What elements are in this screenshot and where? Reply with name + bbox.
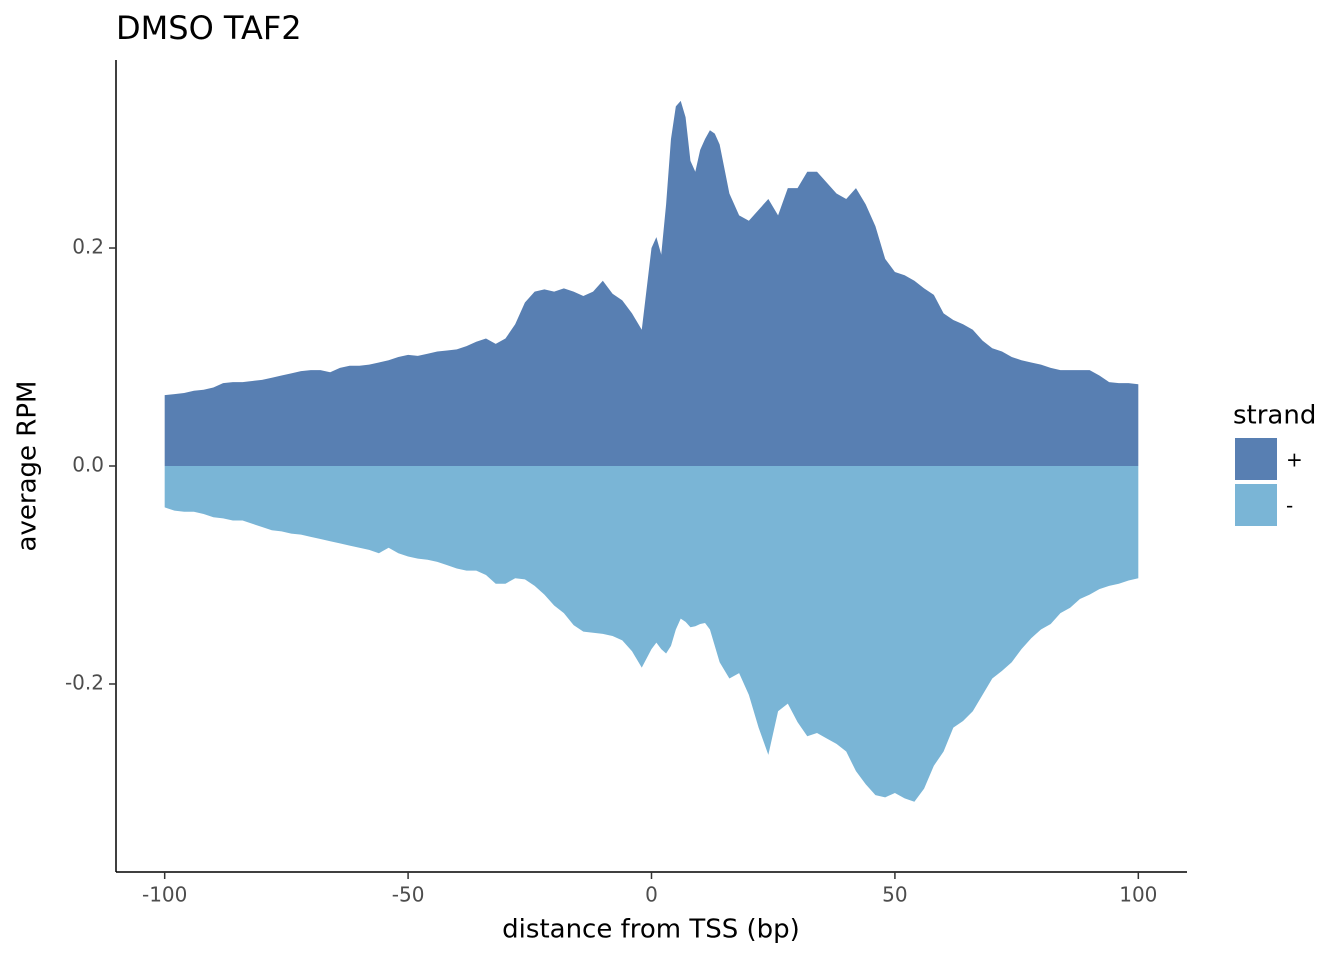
legend-swatch	[1235, 438, 1277, 480]
y-tick-label: -0.2	[65, 670, 104, 694]
x-tick-label: -50	[392, 883, 425, 907]
x-tick-label: 0	[645, 883, 658, 907]
y-axis-label: average RPM	[13, 381, 43, 552]
chart-title: DMSO TAF2	[116, 9, 302, 47]
area	[164, 100, 1139, 466]
legend-label: +	[1286, 448, 1303, 472]
legend-title: strand	[1233, 401, 1316, 431]
area	[164, 466, 1139, 802]
y-tick-label: 0.2	[72, 235, 104, 259]
legend-label: -	[1286, 494, 1293, 518]
legend-swatch	[1235, 484, 1277, 526]
y-tick-label: 0.0	[72, 453, 104, 477]
x-tick-label: -100	[142, 883, 187, 907]
x-tick-label: 50	[882, 883, 907, 907]
x-axis-label: distance from TSS (bp)	[502, 915, 800, 945]
x-tick-label: 100	[1119, 883, 1157, 907]
